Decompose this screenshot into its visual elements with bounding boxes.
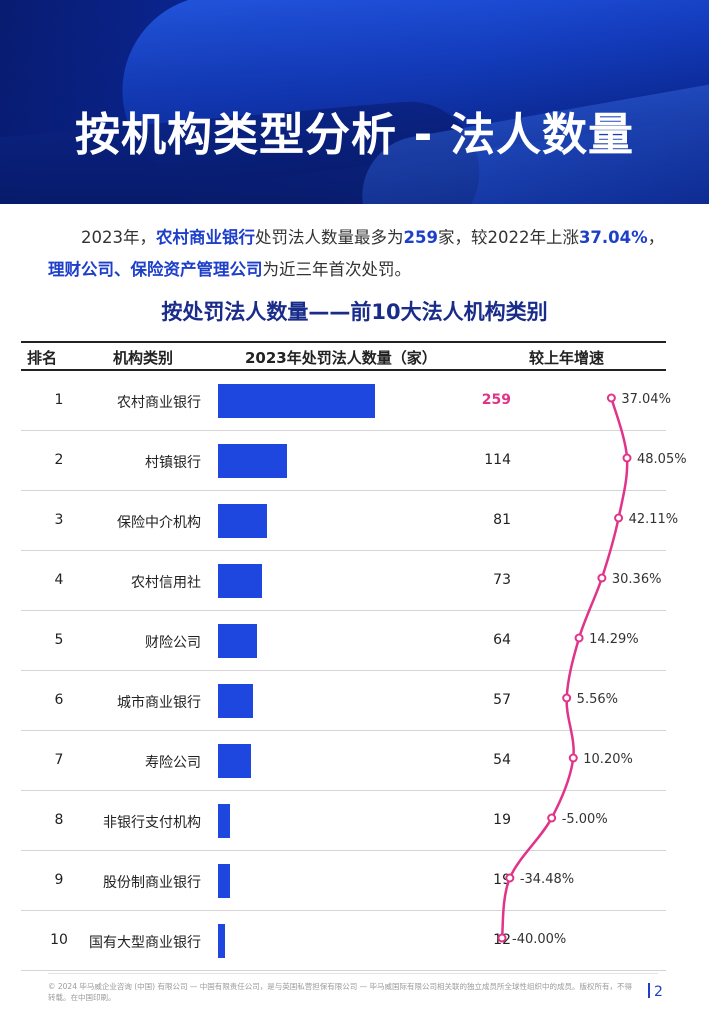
summary-highlight: 农村商业银行 [156,228,255,247]
rank-cell: 5 [54,632,64,648]
table-row: 3 保险中介机构 81 [21,491,666,551]
table-row: 10 国有大型商业银行 12 [21,911,666,971]
column-header-rank: 排名 [27,349,58,367]
column-header-count: 2023年处罚法人数量（家） [245,349,437,367]
rank-cell: 6 [54,692,64,708]
count-value: 19 [493,872,511,888]
footer-divider [48,973,658,974]
count-bar [218,444,288,478]
count-value: 259 [481,392,511,408]
summary-text: ， [647,228,665,247]
category-cell: 城市商业银行 [117,695,201,711]
count-value: 57 [493,692,511,708]
rank-cell: 4 [54,572,64,588]
count-bar [218,744,251,778]
count-value: 12 [493,932,511,948]
category-cell: 非银行支付机构 [103,815,201,831]
category-cell: 寿险公司 [145,755,201,771]
page-title: 按机构类型分析 - 法人数量 [74,108,634,161]
category-cell: 国有大型商业银行 [89,935,201,951]
table-row: 6 城市商业银行 57 [21,671,666,731]
rank-cell: 10 [50,932,68,948]
table-header: 排名 机构类别 2023年处罚法人数量（家） 较上年增速 [21,341,666,371]
column-header-growth: 较上年增速 [529,349,605,367]
table-row: 8 非银行支付机构 19 [21,791,666,851]
count-bar [218,564,263,598]
footer-copyright: © 2024 毕马威企业咨询 (中国) 有限公司 — 中国有限责任公司，是与英国… [48,982,633,1002]
category-cell: 村镇银行 [145,455,201,471]
summary-text: 2023年， [81,228,156,247]
summary-highlight: 37.04% [578,228,648,247]
summary-paragraph: 2023年，农村商业银行处罚法人数量最多为259家，较2022年上涨37.04%… [48,222,668,286]
category-cell: 保险中介机构 [117,515,201,531]
table-row: 2 村镇银行 114 [21,431,666,491]
chart-title: 按处罚法人数量——前10大法人机构类别 [161,300,548,324]
table-row: 5 财险公司 64 [21,611,666,671]
table-row: 4 农村信用社 73 [21,551,666,611]
category-cell: 财险公司 [145,635,201,651]
column-header-category: 机构类别 [113,349,174,367]
count-value: 114 [484,452,511,468]
rank-cell: 8 [54,812,64,828]
summary-highlight: 理财公司、保险资产管理公司 [48,260,263,279]
count-value: 73 [493,572,511,588]
table-row: 9 股份制商业银行 19 [21,851,666,911]
rank-cell: 7 [54,752,64,768]
summary-highlight: 259 [403,228,438,247]
count-bar [218,684,253,718]
rank-cell: 1 [54,392,64,408]
rank-cell: 2 [54,452,64,468]
count-bar [218,504,268,538]
count-value: 54 [493,752,511,768]
rank-cell: 9 [54,872,64,888]
category-cell: 农村信用社 [131,575,201,591]
page-number-value: 2 [654,984,663,1000]
category-cell: 农村商业银行 [117,395,201,411]
summary-text: 处罚法人数量最多为 [255,228,404,247]
count-bar [218,384,375,418]
count-value: 64 [493,632,511,648]
summary-text: 为近三年首次处罚。 [262,260,412,279]
rank-cell: 3 [54,512,64,528]
table-row: 1 农村商业银行 259 [21,371,666,431]
header-banner: 按机构类型分析 - 法人数量 [0,0,709,204]
count-value: 81 [493,512,511,528]
count-bar [218,924,226,958]
page-number-separator [648,983,650,998]
category-cell: 股份制商业银行 [103,875,201,891]
count-bar [218,864,230,898]
table-row: 7 寿险公司 54 [21,731,666,791]
count-bar [218,624,257,658]
banner-shade [0,0,709,204]
count-value: 19 [493,812,511,828]
count-bar [218,804,230,838]
summary-text: 家，较2022年上涨 [437,228,579,247]
page-number: 2 [648,983,663,1000]
